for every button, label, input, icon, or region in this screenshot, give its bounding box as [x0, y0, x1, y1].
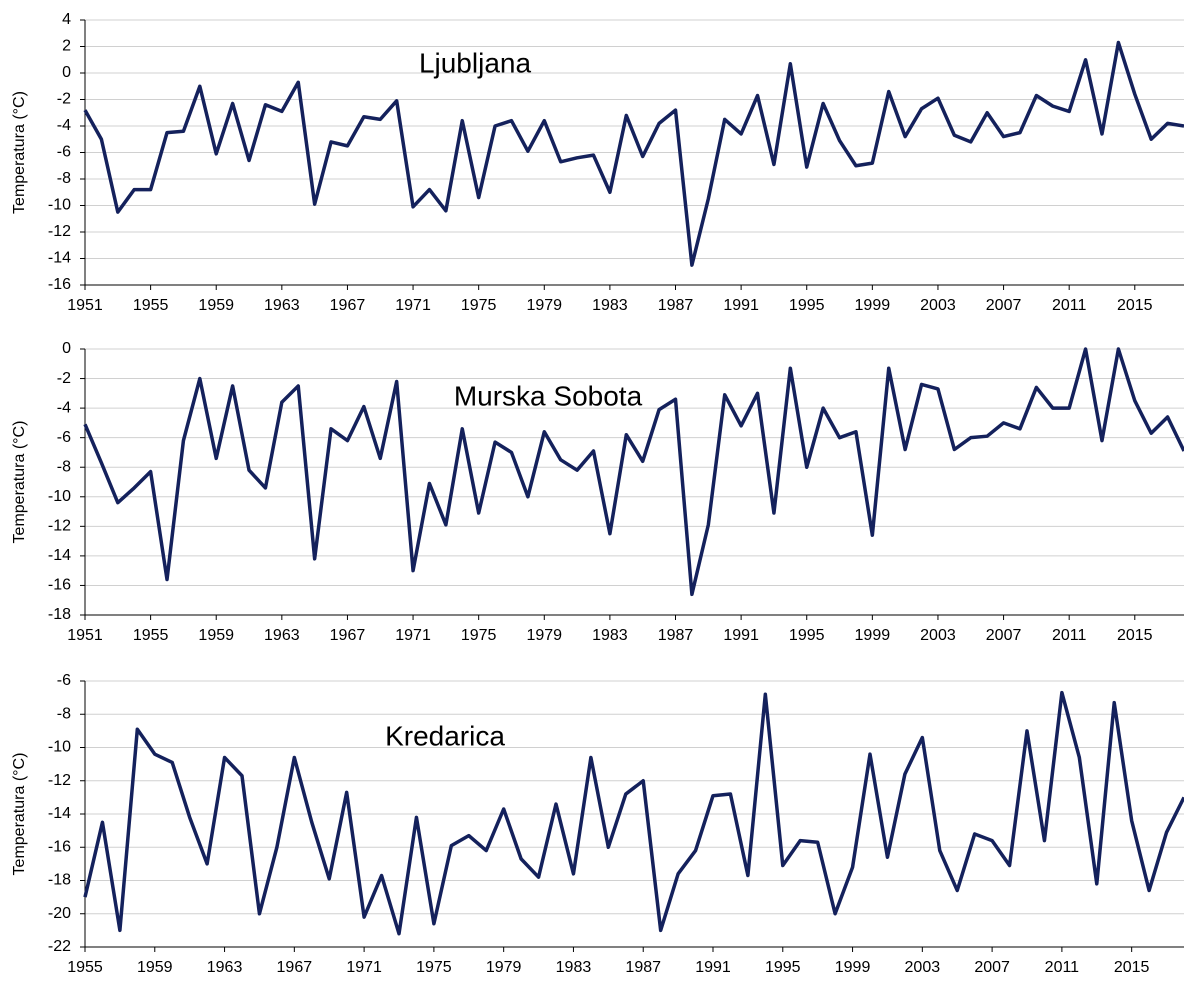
- y-tick-label: -12: [48, 223, 71, 240]
- x-tick-label: 1963: [264, 297, 300, 314]
- x-tick-label: 1971: [395, 297, 431, 314]
- x-tick-label: 1987: [658, 627, 694, 644]
- chart-title: Ljubljana: [419, 47, 532, 78]
- x-tick-label: 1999: [835, 959, 871, 976]
- x-tick-label: 1995: [765, 959, 801, 976]
- x-tick-label: 1967: [330, 627, 366, 644]
- x-tick-label: 1991: [723, 627, 759, 644]
- x-tick-label: 1955: [67, 959, 103, 976]
- y-axis-title: Temperatura (°C): [11, 421, 28, 544]
- x-tick-label: 2003: [920, 627, 956, 644]
- y-tick-label: -12: [48, 772, 71, 789]
- y-tick-label: -14: [48, 250, 71, 267]
- y-tick-label: -6: [57, 672, 71, 689]
- x-tick-label: 1983: [592, 627, 628, 644]
- y-tick-label: -22: [48, 938, 71, 955]
- x-tick-label: 1983: [592, 297, 628, 314]
- x-tick-label: 2011: [1045, 959, 1080, 976]
- y-tick-label: -20: [48, 905, 71, 922]
- x-tick-label: 2003: [920, 297, 956, 314]
- x-tick-label: 1979: [526, 627, 562, 644]
- y-tick-label: -16: [48, 276, 71, 293]
- y-tick-label: 0: [62, 64, 71, 81]
- x-tick-label: 1975: [461, 627, 497, 644]
- x-tick-label: 1999: [855, 297, 891, 314]
- x-tick-label: 2015: [1117, 627, 1153, 644]
- y-tick-label: -4: [57, 117, 71, 134]
- x-tick-label: 2007: [986, 627, 1022, 644]
- y-tick-label: -10: [48, 197, 71, 214]
- y-tick-label: -14: [48, 805, 71, 822]
- y-tick-label: -18: [48, 606, 71, 623]
- x-tick-label: 2007: [986, 297, 1022, 314]
- y-tick-label: -14: [48, 547, 71, 564]
- y-tick-label: -10: [48, 488, 71, 505]
- y-tick-label: -6: [57, 429, 71, 446]
- y-axis-title: Temperatura (°C): [11, 753, 28, 876]
- y-tick-label: -18: [48, 872, 71, 889]
- y-tick-label: -2: [57, 370, 71, 387]
- x-tick-label: 1955: [133, 297, 169, 314]
- x-tick-label: 1987: [625, 959, 661, 976]
- y-tick-label: -8: [57, 170, 71, 187]
- y-tick-label: -16: [48, 838, 71, 855]
- y-tick-label: -6: [57, 144, 71, 161]
- x-tick-label: 1959: [198, 297, 234, 314]
- y-tick-label: -2: [57, 91, 71, 108]
- x-tick-label: 1979: [526, 297, 562, 314]
- x-tick-label: 1995: [789, 627, 825, 644]
- y-tick-label: 0: [62, 340, 71, 357]
- x-tick-label: 2007: [974, 959, 1010, 976]
- x-tick-label: 2015: [1117, 297, 1153, 314]
- x-tick-label: 1971: [346, 959, 382, 976]
- x-tick-label: 2011: [1052, 297, 1087, 314]
- y-tick-label: -8: [57, 705, 71, 722]
- x-tick-label: 1951: [67, 627, 103, 644]
- x-tick-label: 2011: [1052, 627, 1087, 644]
- x-tick-label: 2015: [1114, 959, 1150, 976]
- data-line: [83, 347, 1184, 597]
- data-line: [83, 40, 1184, 267]
- y-tick-label: 2: [62, 38, 71, 55]
- x-tick-label: 1955: [133, 627, 169, 644]
- chart-title: Kredarica: [385, 720, 505, 751]
- x-tick-label: 1995: [789, 297, 825, 314]
- x-tick-label: 1999: [855, 627, 891, 644]
- x-tick-label: 1959: [198, 627, 234, 644]
- x-tick-label: 1979: [486, 959, 522, 976]
- y-axis-title: Temperatura (°C): [11, 91, 28, 214]
- x-tick-label: 1951: [67, 297, 103, 314]
- x-tick-label: 1963: [264, 627, 300, 644]
- y-tick-label: 4: [62, 11, 71, 28]
- x-tick-label: 1991: [695, 959, 731, 976]
- y-tick-label: -10: [48, 739, 71, 756]
- x-tick-label: 1987: [658, 297, 694, 314]
- y-tick-label: -4: [57, 399, 71, 416]
- x-tick-label: 1983: [556, 959, 592, 976]
- x-tick-label: 1967: [330, 297, 366, 314]
- data-line: [83, 690, 1184, 936]
- x-tick-label: 2003: [905, 959, 941, 976]
- x-tick-label: 1975: [416, 959, 452, 976]
- chart-title: Murska Sobota: [454, 380, 643, 411]
- x-tick-label: 1967: [277, 959, 313, 976]
- x-tick-label: 1975: [461, 297, 497, 314]
- y-tick-label: -8: [57, 458, 71, 475]
- y-tick-label: -12: [48, 518, 71, 535]
- x-tick-label: 1959: [137, 959, 173, 976]
- x-tick-label: 1963: [207, 959, 243, 976]
- x-tick-label: 1991: [723, 297, 759, 314]
- y-tick-label: -16: [48, 577, 71, 594]
- x-tick-label: 1971: [395, 627, 431, 644]
